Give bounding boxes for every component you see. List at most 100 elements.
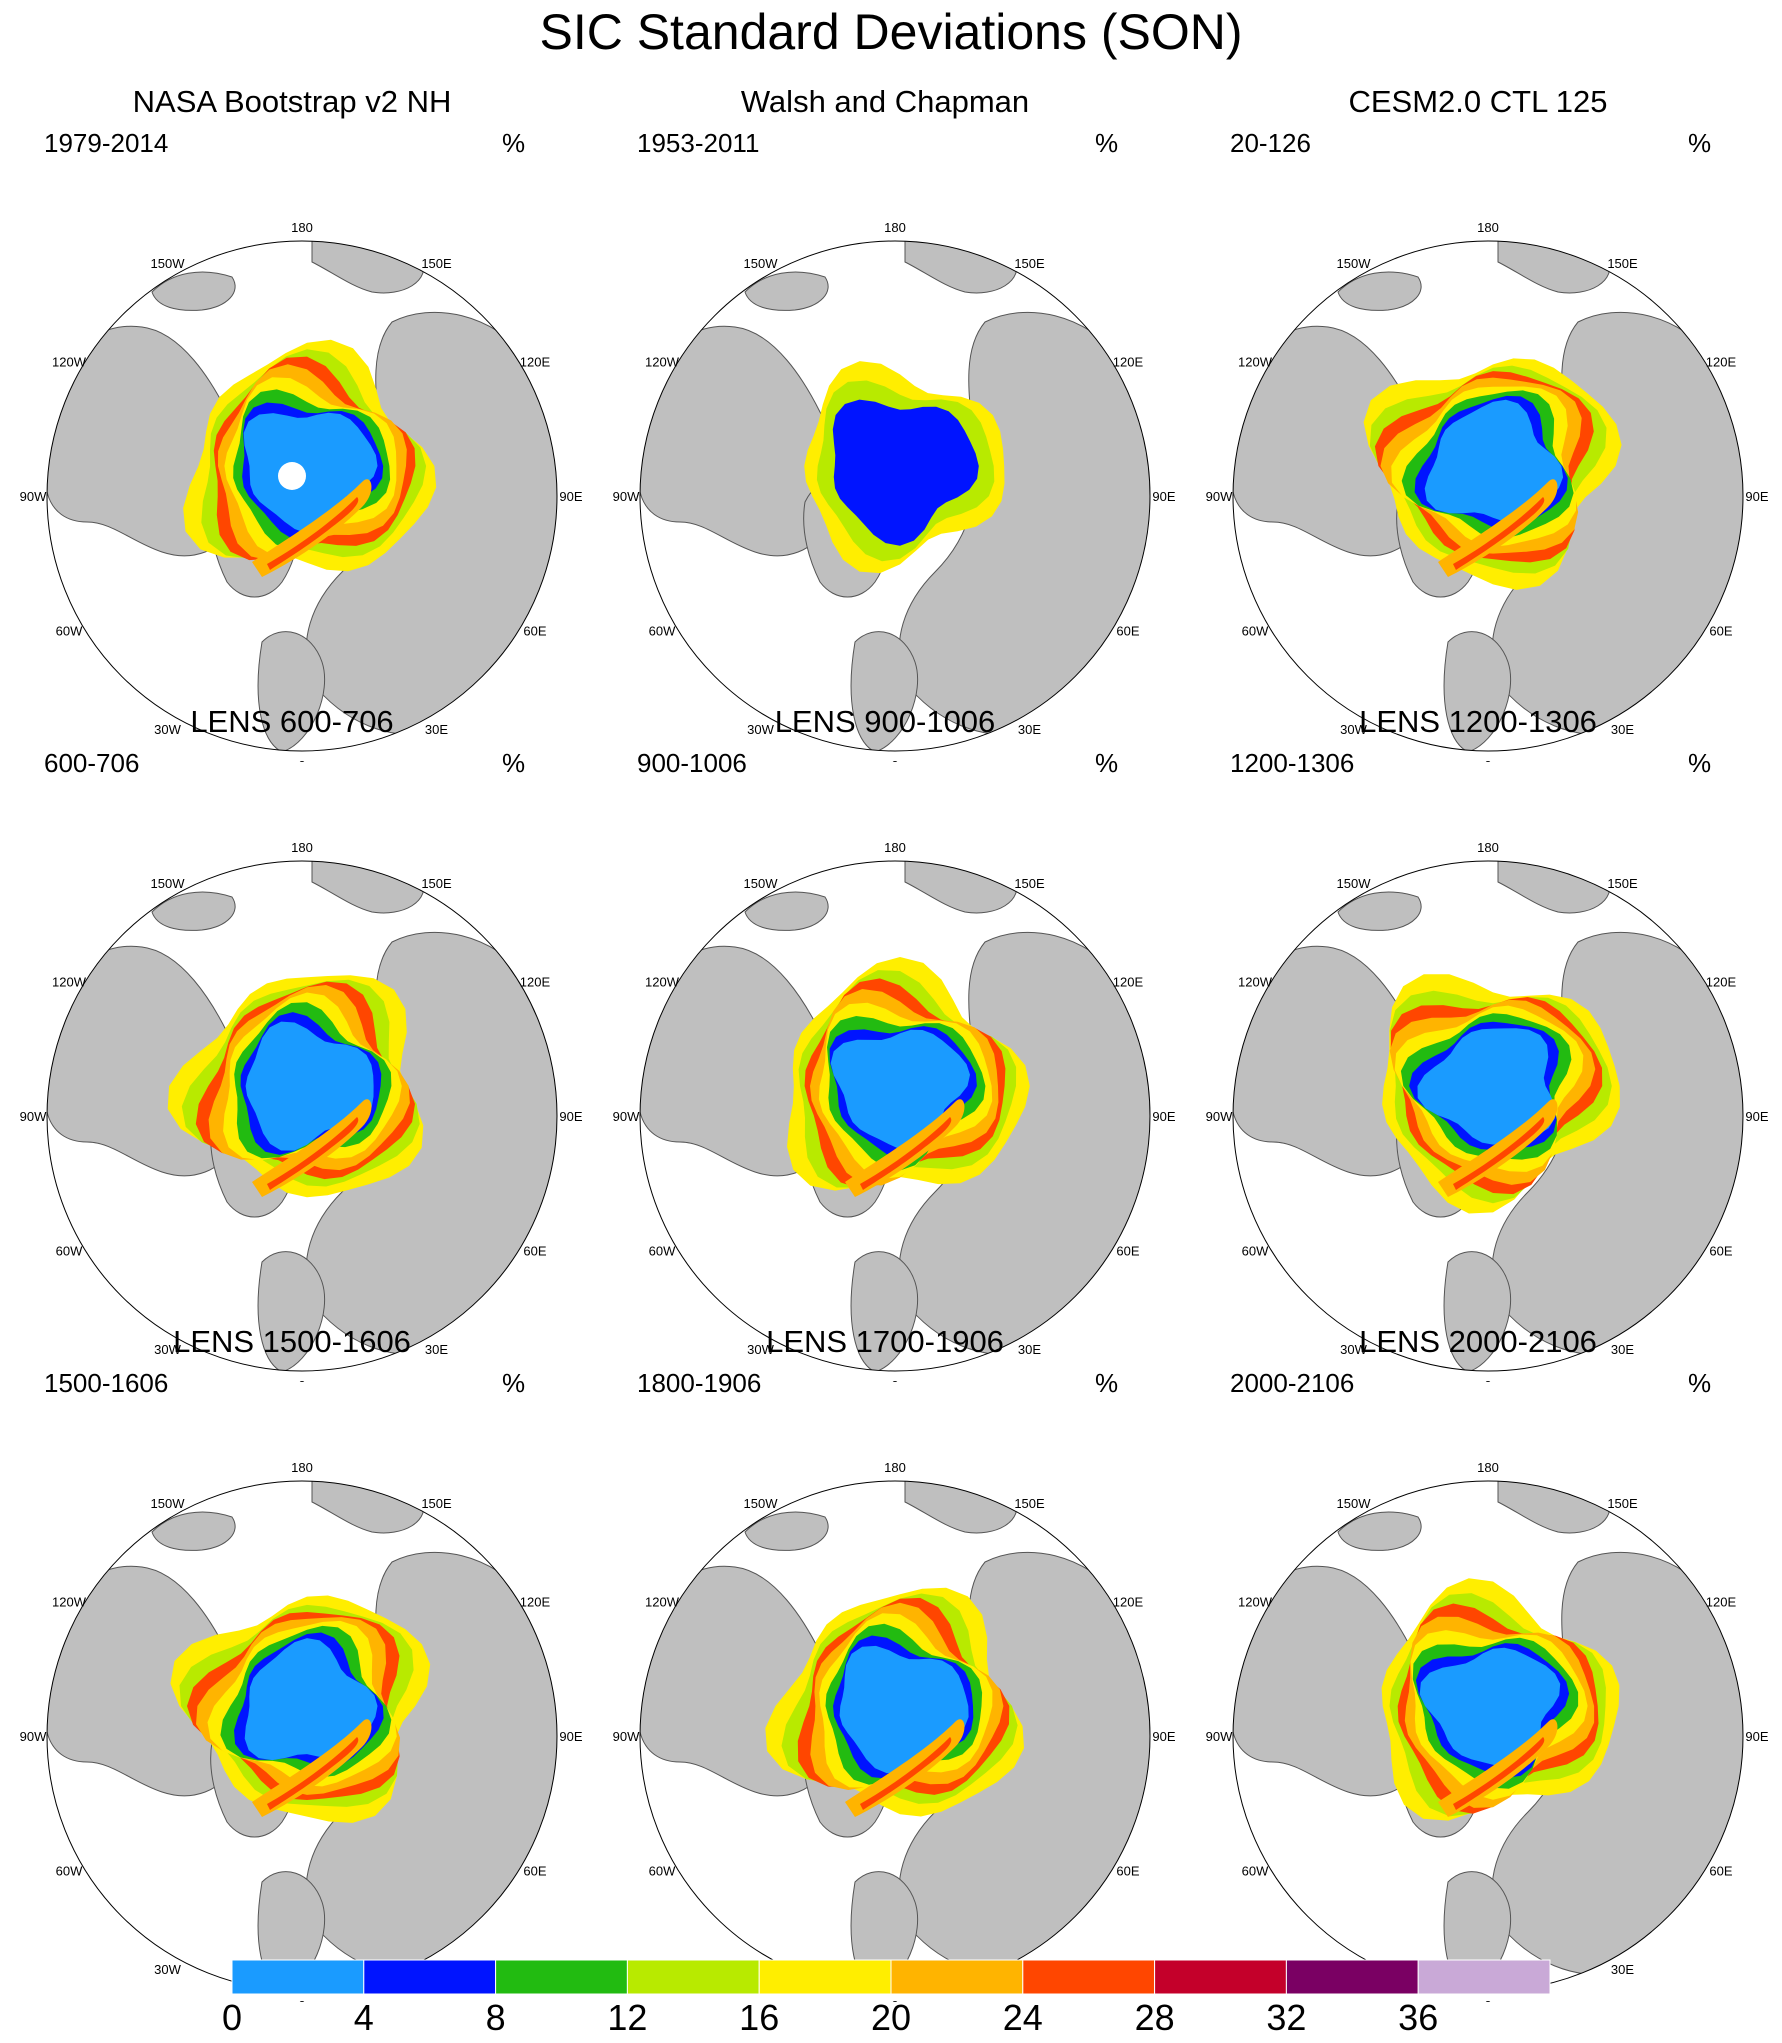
longitude-label: 90W [613,1109,640,1124]
longitude-label: 120W [1238,975,1273,990]
longitude-label: 150W [151,1496,186,1511]
longitude-label: 60E [1709,1864,1732,1879]
longitude-label: 30W [154,1962,181,1977]
map-panel: 180 150E 120E 90E 60E 30E 0 30W 60W 90W 120W 150W LE… [605,1322,1176,2002]
longitude-label: 60W [56,1864,83,1879]
ice-std-contour [245,1021,374,1151]
longitude-label: 90E [1745,1109,1768,1124]
longitude-label: 120W [52,1595,87,1610]
polar-map: 180 150E 120E 90E 60E 30E 0 30W 60W 90W 120W 150W [613,1460,1176,2002]
ice-std-contour [1453,497,1545,570]
longitude-label: 60E [1116,1244,1139,1259]
longitude-label: 90E [1152,1109,1175,1124]
longitude-label: 60E [1116,1864,1139,1879]
longitude-label: 150W [1337,876,1372,891]
longitude-label: 0 [298,1998,305,2002]
ice-std-contour [1453,1737,1545,1810]
panel-period: 20-126 [1230,128,1311,158]
longitude-label: 120E [1113,975,1144,990]
longitude-label: 90W [20,489,47,504]
longitude-label: 150E [421,876,452,891]
map-boundary [1232,240,1744,752]
land-mass [744,1511,829,1551]
panel-title: LENS 1500-1606 [173,1324,411,1359]
panel-period: 1500-1606 [44,1368,169,1398]
colorbar-label: 32 [1266,1997,1306,2038]
longitude-label: 30E [1611,1962,1634,1977]
longitude-label: 30E [1018,722,1041,737]
ice-std-contour [252,479,372,577]
longitude-label: 30W [154,1342,181,1357]
longitude-label: 150W [1337,1496,1372,1511]
panel-period: 900-1006 [637,748,747,778]
land-mass [744,271,829,311]
ice-std-contour [1438,1719,1558,1817]
longitude-label: 0 [1484,1998,1491,2002]
map-panel: 180 150E 120E 90E 60E 30E 0 30W 60W 90W 120W 150W LE… [1198,702,1769,1382]
longitude-label: 60W [649,1864,676,1879]
land-mass [850,1251,919,1371]
longitude-label: 180 [291,1460,313,1475]
figure-title: SIC Standard Deviations (SON) [539,4,1243,60]
longitude-label: 90W [613,1729,640,1744]
ice-std-contour [832,399,979,546]
longitude-label: 90E [1152,489,1175,504]
map-panel: 180 150E 120E 90E 60E 30E 0 30W 60W 90W 120W 150W LE… [1198,1322,1769,2002]
map-boundary [639,860,1151,1372]
longitude-label: 60W [649,1244,676,1259]
colorbar-label: 16 [739,1997,779,2038]
ice-std-contour [252,1099,372,1197]
longitude-label: 120E [1706,355,1737,370]
longitude-label: 30W [154,722,181,737]
map-boundary [639,240,1151,752]
panel-title: LENS 2000-2106 [1359,1324,1597,1359]
ice-std-contour [845,1099,965,1197]
longitude-label: 150E [1607,1496,1638,1511]
panel-units: % [1095,1368,1119,1398]
longitude-label: 120E [520,975,551,990]
ice-std-contour [1417,1028,1555,1145]
panel-title: NASA Bootstrap v2 NH [132,84,452,119]
longitude-label: 120W [1238,355,1273,370]
map-boundary [1232,860,1744,1372]
ice-std-contour [244,1638,378,1761]
ice-std-contour [267,1117,359,1190]
longitude-label: 90W [1206,1729,1233,1744]
ice-std-contour [845,1719,965,1817]
longitude-label: 30W [747,1342,774,1357]
longitude-label: 30W [747,722,774,737]
longitude-label: 180 [291,220,313,235]
longitude-label: 150E [1014,876,1045,891]
panel-title: LENS 900-1006 [774,704,996,739]
longitude-label: 120E [1706,975,1737,990]
ice-std-contour [860,1737,952,1810]
longitude-label: 60W [56,624,83,639]
land-mass [850,631,919,751]
longitude-label: 60W [1242,1864,1269,1879]
map-boundary [46,240,558,752]
longitude-label: 30E [425,722,448,737]
longitude-label: 180 [884,1460,906,1475]
longitude-label: 60E [523,624,546,639]
map-panel: 180 150E 120E 90E 60E 30E 0 30W 60W 90W 120W 150W CE… [1198,82,1769,762]
longitude-label: 120E [1113,1595,1144,1610]
panel-period: 1800-1906 [637,1368,762,1398]
longitude-label: 60E [1709,624,1732,639]
panel-units: % [502,128,526,158]
panel-title: CESM2.0 CTL 125 [1348,84,1608,119]
land-mass [744,891,829,931]
longitude-label: 120W [645,1595,680,1610]
longitude-label: 60E [1709,1244,1732,1259]
pole-hole [278,462,306,490]
longitude-label: 90E [1745,1729,1768,1744]
longitude-label: 30E [425,1342,448,1357]
longitude-label: 180 [1477,220,1499,235]
panel-units: % [502,748,526,778]
colorbar-label: 12 [607,1997,647,2038]
colorbar-label: 4 [354,1997,374,2038]
longitude-label: 150W [151,876,186,891]
land-mass [151,1511,236,1551]
longitude-label: 150E [1607,256,1638,271]
panel-title: Walsh and Chapman [740,84,1030,119]
panel-units: % [1095,128,1119,158]
